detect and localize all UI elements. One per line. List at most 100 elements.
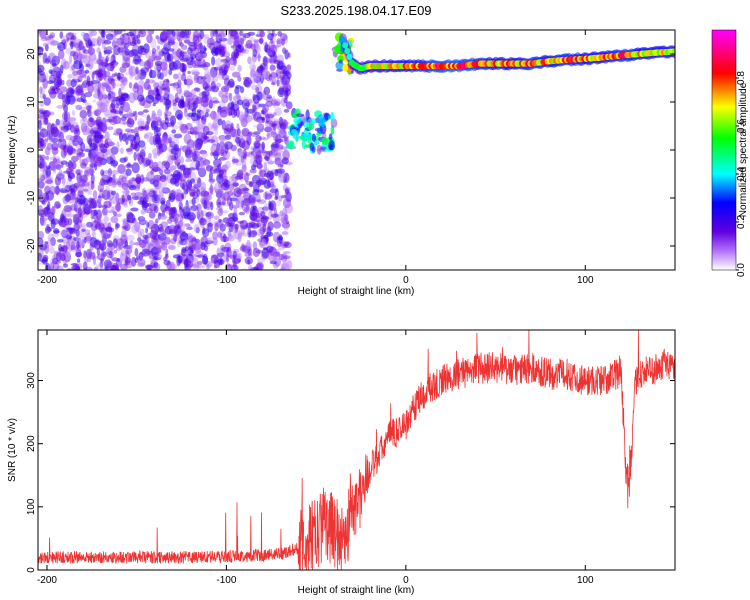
spectrogram-noise-cell xyxy=(253,124,258,128)
spectrogram-noise-cell xyxy=(142,234,148,240)
spectrogram-noise-cell xyxy=(149,68,153,79)
spectrogram-noise-cell xyxy=(185,158,193,162)
spectrogram-noise-cell xyxy=(82,54,91,65)
spectrogram-noise-cell xyxy=(244,256,253,265)
spectrogram-noise-cell xyxy=(283,255,291,260)
spectrogram-noise-cell xyxy=(202,159,211,166)
spectrogram-noise-cell xyxy=(192,191,199,200)
spectrogram-noise-cell xyxy=(45,167,51,178)
spectrogram-noise-cell xyxy=(128,112,132,118)
spectrogram-noise-cell xyxy=(119,252,125,262)
spectrogram-noise-cell xyxy=(263,42,267,46)
spectrogram-noise-cell xyxy=(119,253,127,264)
spectrogram-noise-cell xyxy=(236,99,244,106)
spectrogram-noise-cell xyxy=(267,180,271,188)
spectrogram-noise-cell xyxy=(134,195,143,201)
colorbar-tick-label: 0.2 xyxy=(736,215,747,229)
spectrogram-noise-cell xyxy=(81,180,90,188)
spectrogram-noise-cell xyxy=(160,89,169,97)
spectrogram-noise-cell xyxy=(143,134,149,139)
spectrogram-noise-cell xyxy=(212,120,218,130)
spectrogram-onset-burst-cell xyxy=(324,112,329,121)
spectrogram-noise-cell xyxy=(137,39,141,45)
spectrogram-noise-cell xyxy=(202,59,206,67)
spectrogram-noise-cell xyxy=(267,30,271,34)
spectrogram-noise-cell xyxy=(112,174,116,178)
spectrogram-noise-cell xyxy=(179,206,183,213)
spectrogram-noise-cell xyxy=(196,210,201,220)
spectrogram-noise-cell xyxy=(277,163,284,168)
spectrogram-noise-cell xyxy=(253,111,262,122)
spectrogram-noise-cell xyxy=(126,211,134,220)
spectrogram-noise-cell xyxy=(199,42,203,53)
spectrogram-noise-cell xyxy=(251,222,260,229)
spectrogram-noise-cell xyxy=(65,47,72,55)
spectrogram-noise-cell xyxy=(212,237,218,246)
spectrogram-noise-cell xyxy=(86,109,92,117)
spectrogram-noise-cell xyxy=(68,160,73,169)
spectrogram-noise-cell xyxy=(184,148,193,159)
spectrogram-noise-cell xyxy=(177,192,182,198)
spectrogram-noise-cell xyxy=(151,47,157,55)
spectrogram-noise-cell xyxy=(194,41,202,47)
spectrogram-noise-cell xyxy=(263,86,271,96)
spectrogram-noise-cell xyxy=(207,195,213,201)
spectrogram-noise-cell xyxy=(276,168,285,174)
spectrogram-noise-cell xyxy=(67,248,71,257)
spectrogram-noise-cell xyxy=(158,186,164,194)
spectrogram-noise-cell xyxy=(269,172,274,181)
spectrogram-noise-cell xyxy=(114,30,123,35)
spectrogram-noise-cell xyxy=(246,239,251,249)
spectrogram-noise-cell xyxy=(139,48,147,52)
spectrogram-noise-cell xyxy=(149,257,155,266)
spectrogram-noise-cell xyxy=(88,198,97,209)
spectrogram-noise-cell xyxy=(70,189,76,196)
spectrogram-noise-cell xyxy=(77,183,84,195)
colorbar-gradient xyxy=(711,29,737,271)
spectrogram-noise-cell xyxy=(94,161,98,171)
spectrogram-noise-cell xyxy=(194,243,202,254)
spectrogram-noise-cell xyxy=(184,35,191,41)
spectrogram-noise-cell xyxy=(106,240,114,248)
spectrogram-noise-cell xyxy=(55,118,60,126)
spectrogram-noise-cell xyxy=(195,164,199,171)
spectrogram-noise-cell xyxy=(148,211,156,219)
spectrogram-noise-cell xyxy=(269,55,273,63)
spectrogram-noise-cell xyxy=(269,128,276,137)
spectrogram-noise-cell xyxy=(283,34,289,44)
spectrogram-noise-cell xyxy=(130,129,135,134)
spectrogram-noise-cell xyxy=(126,260,133,269)
spectrogram-noise-cell xyxy=(173,191,182,201)
spectrogram-noise-cell xyxy=(275,152,282,157)
spectrogram-noise-cell xyxy=(97,202,102,209)
spectrogram-noise-cell xyxy=(128,185,137,191)
spectrogram-noise-cell xyxy=(191,47,200,56)
spectrogram-noise-cell xyxy=(249,181,255,188)
spectrogram-noise-cell xyxy=(226,246,232,258)
spectrogram-noise-cell xyxy=(99,143,106,149)
spectrogram-noise-cell xyxy=(38,230,45,240)
spectrogram-noise-cell xyxy=(134,221,141,232)
spectrogram-noise-cell xyxy=(55,164,62,170)
spectrogram-noise-cell xyxy=(141,126,147,130)
spectrogram-noise-cell xyxy=(192,241,202,252)
spectrogram-noise-cell xyxy=(243,242,253,250)
spectrogram-noise-cell xyxy=(245,153,255,158)
spectrogram-noise-cell xyxy=(282,207,288,217)
spectrogram-noise-cell xyxy=(209,178,214,185)
spectrogram-noise-cell xyxy=(280,33,288,42)
spectrogram-noise-cell xyxy=(83,236,87,244)
spectrogram-noise-cell xyxy=(187,225,193,231)
spectrogram-noise-cell xyxy=(110,30,120,34)
spectrogram-noise-cell xyxy=(81,74,87,79)
colorbar-ticks: 0.0 0.2 0.4 0.6 0.8 xyxy=(736,71,747,277)
spectrogram-noise-cell xyxy=(39,128,49,138)
spectrogram-noise-cell xyxy=(109,61,119,66)
spectrogram-noise-cell xyxy=(154,177,164,181)
spectrogram-noise-cell xyxy=(83,205,92,215)
spectrogram-noise-cell xyxy=(142,30,150,35)
spectrogram-noise-cell xyxy=(163,168,171,175)
spectrogram-xtick-label: 0 xyxy=(403,275,409,286)
spectrogram-noise-cell xyxy=(107,75,114,85)
spectrogram-noise-cell xyxy=(217,201,226,205)
